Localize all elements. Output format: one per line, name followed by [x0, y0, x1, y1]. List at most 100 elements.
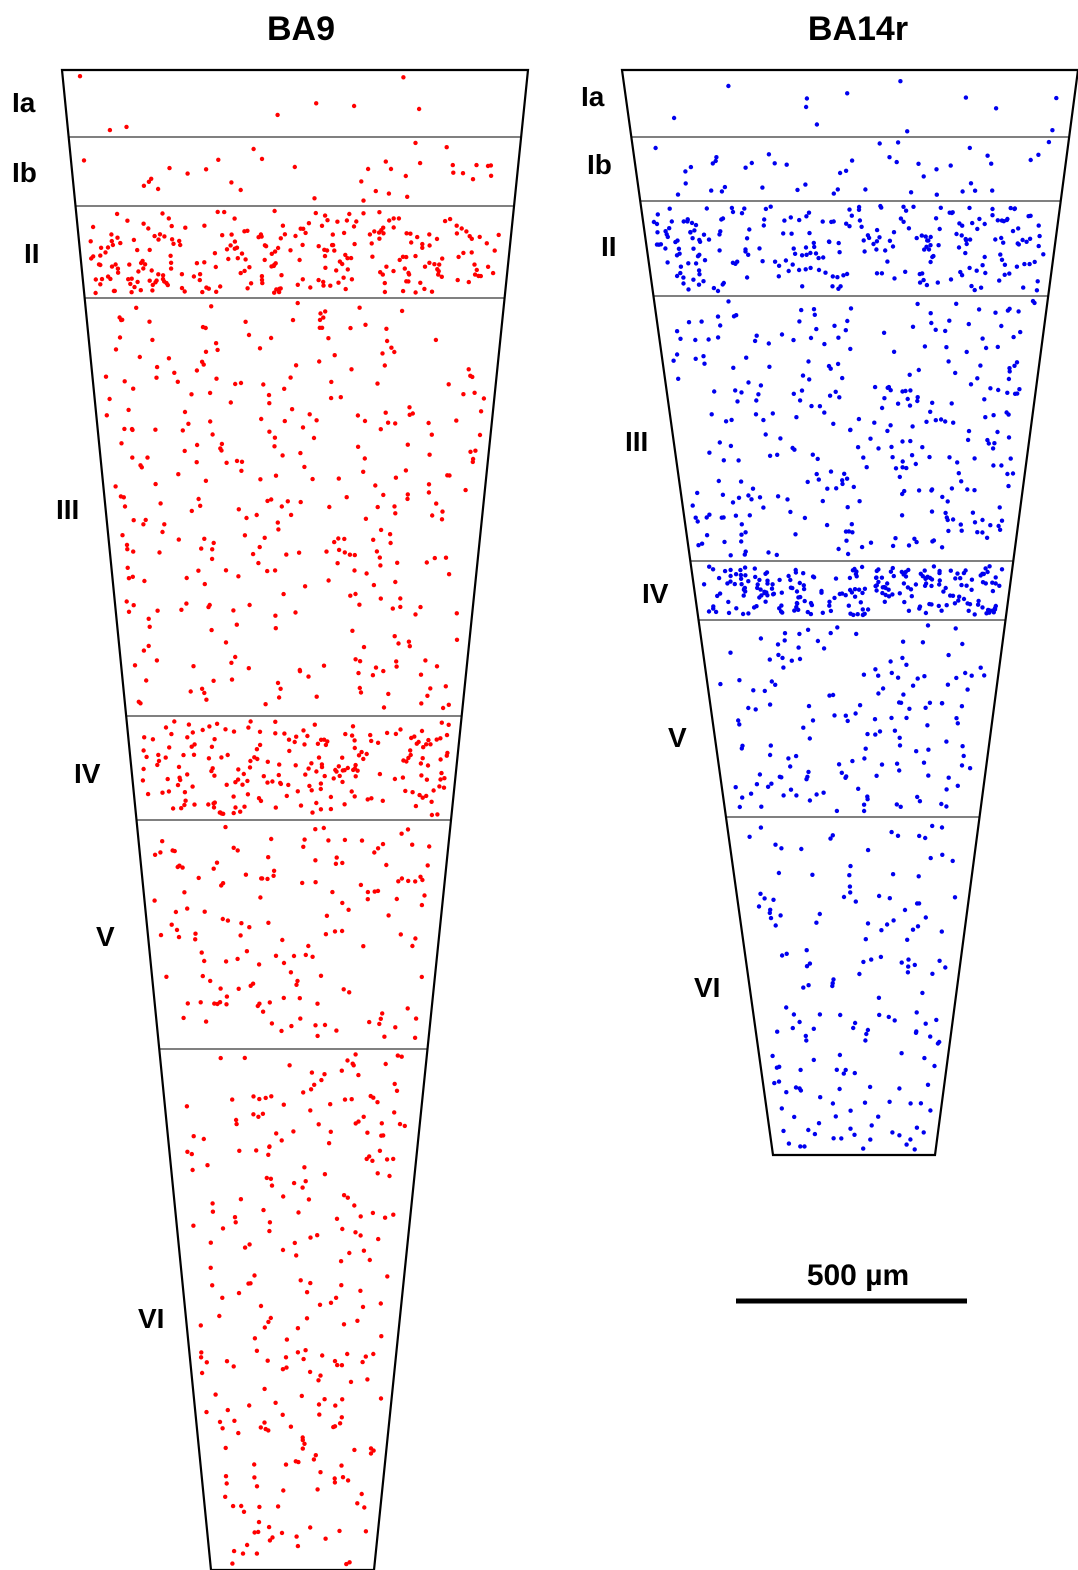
ba14r-neuron-dot: [1050, 128, 1055, 133]
ba9-neuron-dot: [168, 260, 174, 265]
ba9-neuron-dot: [230, 1503, 236, 1509]
ba14r-neuron-dot: [655, 212, 660, 217]
ba9-neuron-dot: [303, 952, 308, 958]
ba9-neuron-dot: [288, 970, 294, 975]
ba14r-neuron-dot: [746, 380, 751, 385]
ba14r-neuron-dot: [797, 319, 802, 324]
ba14r-neuron-dot: [855, 445, 861, 450]
ba14r-neuron-dot: [945, 499, 950, 504]
ba9-neuron-dot: [115, 235, 120, 240]
ba9-neuron-dot: [235, 956, 240, 962]
ba9-neuron-dot: [158, 850, 163, 855]
ba9-neuron-dot: [420, 756, 425, 761]
ba14r-neuron-dot: [1001, 240, 1006, 245]
ba14r-neuron-dot: [693, 261, 699, 266]
ba14r-neuron-dot: [719, 189, 725, 194]
ba9-neuron-dot: [337, 1421, 343, 1426]
ba14r-neuron-dot: [774, 552, 779, 558]
ba14r-neuron-dot: [807, 230, 812, 236]
ba14r-neuron-dot: [782, 631, 788, 636]
ba14r-neuron-dot: [930, 539, 935, 544]
ba9-neuron-dot: [276, 772, 281, 778]
ba9-neuron-dot: [407, 644, 412, 649]
ba14r-neuron-dot: [872, 717, 878, 722]
ba9-neuron-dot: [169, 237, 175, 242]
ba9-neuron-dot: [418, 672, 424, 677]
ba14r-neuron-dot: [1037, 233, 1042, 239]
ba14r-neuron-dot: [836, 546, 841, 552]
ba9-neuron-dot: [370, 673, 376, 678]
ba14r-neuron-dot: [1032, 259, 1037, 265]
ba14r-neuron-dot: [686, 261, 691, 266]
ba9-neuron-dot: [181, 752, 186, 758]
ba9-neuron-dot: [446, 572, 452, 577]
ba9-neuron-dot: [258, 1425, 263, 1430]
ba14r-neuron-dot: [771, 897, 776, 902]
ba14r-neuron-dot: [863, 746, 868, 751]
ba9-neuron-dot: [234, 1121, 239, 1127]
ba9-neuron-dot: [351, 224, 357, 229]
ba9-neuron-dot: [247, 765, 253, 770]
ba9-neuron-dot: [259, 274, 265, 279]
ba14r-neuron-dot: [688, 230, 693, 235]
ba14r-neuron-dot: [889, 444, 894, 450]
ba9-neuron-dot: [254, 1551, 260, 1556]
ba9-neuron-dot: [459, 226, 464, 231]
ba14r-neuron-dot: [686, 320, 692, 325]
ba9-neuron-dot: [378, 1396, 384, 1401]
ba14r-neuron-dot: [844, 221, 849, 226]
ba9-neuron-dot: [211, 678, 216, 683]
ba14r-neuron-dot: [794, 600, 800, 606]
ba9-neuron-dot: [308, 1108, 313, 1113]
ba14r-neuron-dot: [846, 603, 851, 608]
ba14r-neuron-dot: [707, 450, 712, 455]
ba14r-neuron-dot: [761, 417, 766, 423]
ba14r-neuron-dot: [728, 553, 733, 558]
ba9-neuron-dot: [282, 232, 288, 237]
ba14r-neuron-dot: [843, 713, 848, 718]
ba9-neuron-dot: [316, 1378, 321, 1383]
ba9-neuron-dot: [314, 101, 319, 106]
ba9-neuron-dot: [305, 733, 310, 739]
ba14r-neuron-dot: [905, 129, 910, 134]
ba9-neuron-dot: [352, 241, 357, 247]
ba9-neuron-dot: [156, 272, 161, 277]
ba14r-neuron-dot: [794, 415, 799, 420]
ba9-neuron-dot: [232, 1215, 238, 1220]
ba9-neuron-dot: [177, 238, 182, 244]
ba14r-neuron-dot: [995, 218, 1000, 223]
ba14r-neuron-dot: [873, 732, 878, 737]
ba14r-neuron-dot: [743, 573, 748, 578]
ba9-neuron-dot: [202, 536, 207, 541]
ba9-neuron-dot: [295, 300, 300, 306]
ba14r-neuron-dot: [822, 410, 827, 415]
ba14r-neuron-dot: [775, 642, 781, 647]
ba14r-neuron-dot: [900, 655, 905, 661]
ba9-neuron-dot: [428, 742, 433, 747]
ba9-neuron-dot: [296, 1210, 301, 1215]
ba14r-neuron-dot: [927, 601, 932, 607]
ba14r-neuron-dot: [667, 206, 672, 211]
ba9-neuron-dot: [405, 194, 410, 199]
ba14r-neuron-dot: [928, 1108, 933, 1113]
ba9-neuron-dot: [360, 1304, 366, 1310]
ba9-neuron-dot: [382, 280, 387, 286]
ba14r-neuron-dot: [975, 226, 980, 232]
ba9-neuron-dot: [196, 568, 201, 573]
ba9-neuron-dot: [93, 290, 98, 296]
ba9-neuron-dot: [392, 1110, 397, 1115]
ba14r-neuron-dot: [739, 522, 744, 527]
ba9-neuron-dot: [309, 761, 314, 766]
ba14r-neuron-dot: [733, 513, 739, 518]
ba9-neuron-dot: [340, 1397, 345, 1402]
ba9-neuron-dot: [468, 449, 473, 454]
ba14r-neuron-dot: [740, 743, 745, 748]
ba14r-neuron-dot: [763, 432, 768, 437]
ba9-neuron-dot: [273, 1400, 278, 1406]
ba14r-neuron-dot: [831, 219, 836, 224]
ba14r-neuron-dot: [810, 574, 816, 579]
ba9-neuron-dot: [242, 229, 247, 234]
ba9-neuron-dot: [316, 244, 321, 249]
ba9-neuron-dot: [336, 764, 341, 769]
ba14r-neuron-dot: [753, 412, 759, 417]
